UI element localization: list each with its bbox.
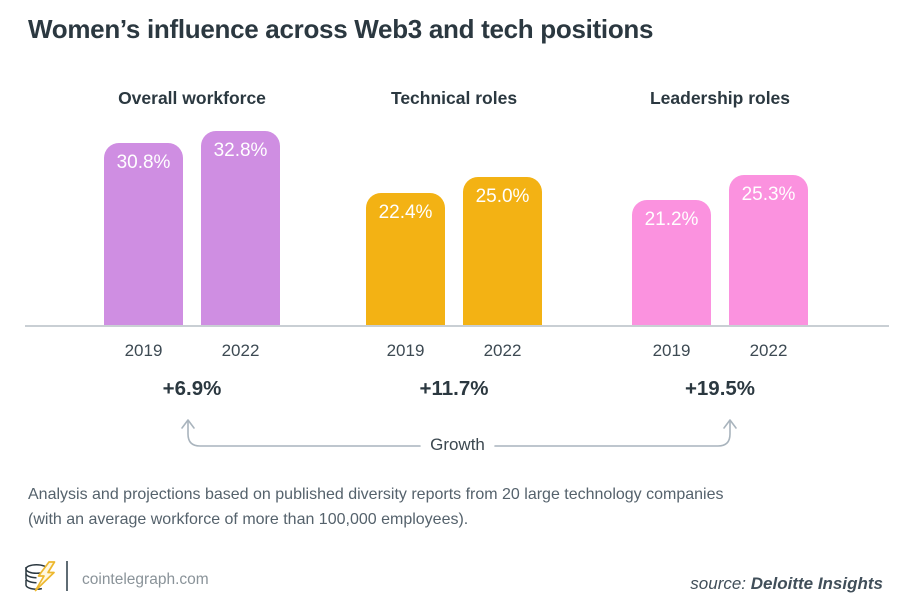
page-title: Women’s influence across Web3 and tech p… xyxy=(28,14,654,44)
year-label-2022: 2022 xyxy=(221,341,260,360)
growth-value-overall-workforce: +6.9% xyxy=(162,377,222,400)
bar-value-label: 25.3% xyxy=(741,184,796,205)
footnote: Analysis and projections based on publis… xyxy=(28,482,868,532)
cointelegraph-logo-icon xyxy=(25,561,56,592)
growth-bracket-arrows xyxy=(181,419,737,447)
year-label-2019: 2019 xyxy=(652,341,691,360)
growth-axis-label: Growth xyxy=(430,435,485,454)
bar-technical-roles-2022: 25.0% xyxy=(463,177,542,326)
bar-leadership-roles-2019: 21.2% xyxy=(632,200,711,326)
year-label-2022: 2022 xyxy=(749,341,788,360)
source-credit: source: Deloitte Insights xyxy=(690,574,883,594)
bar-technical-roles-2019: 22.4% xyxy=(366,193,445,326)
lightning-bolt-icon xyxy=(34,561,56,592)
growth-value-technical-roles: +11.7% xyxy=(419,377,489,400)
bar-leadership-roles-2022: 25.3% xyxy=(729,175,808,326)
year-label-2019: 2019 xyxy=(386,341,425,360)
footnote-line-2: (with an average workforce of more than … xyxy=(28,511,469,528)
footnote-line-1: Analysis and projections based on publis… xyxy=(28,486,724,503)
growth-value-leadership-roles: +19.5% xyxy=(684,377,756,400)
group-title-leadership-roles: Leadership roles xyxy=(649,88,791,108)
bracket-right-segment xyxy=(494,421,731,447)
bar-value-label: 30.8% xyxy=(116,152,171,173)
bar-value-label: 21.2% xyxy=(644,209,699,230)
footer-site-link[interactable]: cointelegraph.com xyxy=(82,571,209,588)
bar-value-label: 32.8% xyxy=(213,140,268,161)
bar-value-label: 22.4% xyxy=(378,202,433,223)
chart-baseline xyxy=(25,325,889,327)
bar-overall-workforce-2019: 30.8% xyxy=(104,143,183,326)
bracket-left-segment xyxy=(187,421,421,447)
footer-divider xyxy=(66,561,68,591)
year-label-2022: 2022 xyxy=(483,341,522,360)
bar-overall-workforce-2022: 32.8% xyxy=(201,131,280,326)
up-arrow-icon xyxy=(181,419,195,429)
up-arrow-icon xyxy=(723,419,737,429)
source-name: Deloitte Insights xyxy=(750,574,883,593)
group-title-overall-workforce: Overall workforce xyxy=(118,88,266,108)
source-prefix: source: xyxy=(690,574,747,593)
group-title-technical-roles: Technical roles xyxy=(390,88,518,108)
bar-value-label: 25.0% xyxy=(475,186,530,207)
year-label-2019: 2019 xyxy=(124,341,163,360)
